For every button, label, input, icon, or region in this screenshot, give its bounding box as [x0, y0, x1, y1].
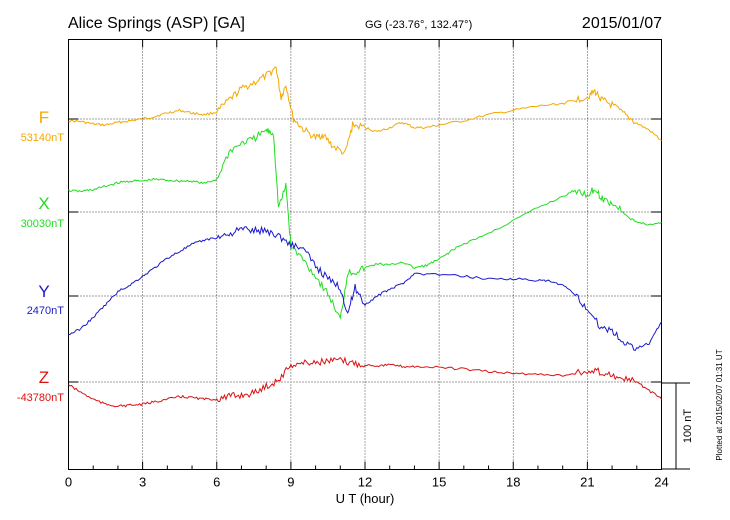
plotted-timestamp: Plotted at 2015/02/07 01:31 UT [715, 349, 724, 460]
grid [68, 39, 662, 470]
station-title: Alice Springs (ASP) [GA] [68, 15, 245, 32]
x-tick-label: 3 [139, 475, 146, 490]
trace-x [68, 128, 662, 320]
x-tick-label: 12 [358, 475, 372, 490]
x-tick-label: 0 [65, 475, 72, 490]
x-tick-label: 6 [213, 475, 220, 490]
scale-bar: 100 nT [662, 382, 694, 470]
traces [68, 66, 662, 408]
x-tick-label: 18 [506, 475, 520, 490]
x-ticks: 0 3 6 9 12 15 18 21 24 [65, 39, 669, 490]
series-name-z: Z [39, 368, 49, 387]
series-labels: F 53140nT X 30030nT Y 2470nT Z -43780nT [17, 108, 64, 404]
plot-frame [68, 39, 662, 470]
series-baseline-x: 30030nT [21, 218, 65, 230]
series-name-f: F [39, 108, 49, 127]
x-axis-label: U T (hour) [336, 491, 395, 506]
series-baseline-z: -43780nT [17, 392, 64, 404]
x-tick-label: 24 [654, 475, 668, 490]
series-baseline-y: 2470nT [27, 305, 65, 317]
date: 2015/01/07 [582, 15, 662, 32]
trace-f [68, 66, 662, 155]
x-tick-label: 21 [580, 475, 594, 490]
x-tick-label: 9 [287, 475, 294, 490]
trace-y [68, 225, 662, 352]
series-name-x: X [38, 194, 49, 213]
series-baseline-f: 53140nT [21, 132, 65, 144]
trace-z [68, 356, 662, 408]
series-name-y: Y [38, 282, 49, 301]
scale-bar-label: 100 nT [682, 409, 694, 444]
x-tick-label: 15 [432, 475, 446, 490]
coordinates: GG (-23.76°, 132.47°) [365, 19, 472, 31]
